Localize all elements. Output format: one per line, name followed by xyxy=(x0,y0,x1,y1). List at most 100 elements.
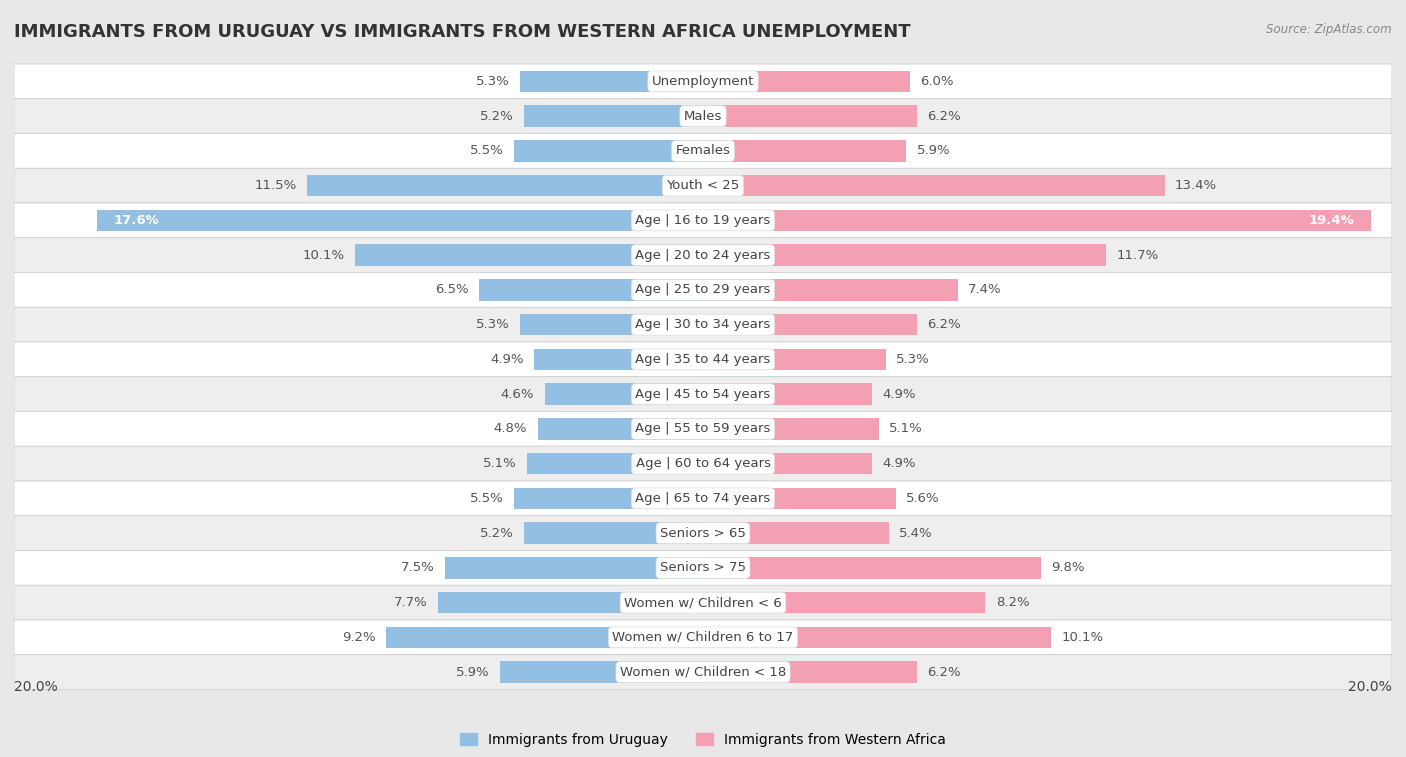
Text: 5.1%: 5.1% xyxy=(484,457,517,470)
FancyBboxPatch shape xyxy=(14,64,1392,98)
Bar xyxy=(356,245,703,266)
Text: 6.2%: 6.2% xyxy=(927,110,960,123)
FancyBboxPatch shape xyxy=(14,550,1392,585)
FancyBboxPatch shape xyxy=(14,307,1392,342)
Text: 8.2%: 8.2% xyxy=(995,596,1029,609)
Text: Youth < 25: Youth < 25 xyxy=(666,179,740,192)
Bar xyxy=(527,453,703,475)
Text: 4.9%: 4.9% xyxy=(882,457,915,470)
FancyBboxPatch shape xyxy=(14,447,1392,481)
Bar xyxy=(703,105,917,127)
Text: 17.6%: 17.6% xyxy=(114,214,160,227)
Bar xyxy=(534,349,703,370)
Text: 20.0%: 20.0% xyxy=(14,680,58,694)
FancyBboxPatch shape xyxy=(14,620,1392,655)
Text: 4.9%: 4.9% xyxy=(882,388,915,400)
Text: 20.0%: 20.0% xyxy=(1348,680,1392,694)
Text: 4.9%: 4.9% xyxy=(491,353,524,366)
Text: 5.2%: 5.2% xyxy=(479,527,513,540)
Bar xyxy=(703,592,986,613)
Text: 6.5%: 6.5% xyxy=(434,283,468,297)
Bar xyxy=(307,175,703,196)
Text: Age | 16 to 19 years: Age | 16 to 19 years xyxy=(636,214,770,227)
FancyBboxPatch shape xyxy=(14,273,1392,307)
Bar xyxy=(520,70,703,92)
Text: 5.3%: 5.3% xyxy=(477,75,510,88)
Bar xyxy=(703,662,917,683)
Bar xyxy=(437,592,703,613)
Bar xyxy=(537,418,703,440)
Bar xyxy=(703,557,1040,578)
Text: 4.6%: 4.6% xyxy=(501,388,534,400)
Text: Age | 20 to 24 years: Age | 20 to 24 years xyxy=(636,248,770,262)
Text: Age | 65 to 74 years: Age | 65 to 74 years xyxy=(636,492,770,505)
Bar xyxy=(703,140,907,162)
Text: 6.2%: 6.2% xyxy=(927,665,960,678)
Bar xyxy=(524,522,703,544)
Bar xyxy=(703,488,896,509)
FancyBboxPatch shape xyxy=(14,342,1392,377)
Text: 5.1%: 5.1% xyxy=(889,422,922,435)
Text: 11.5%: 11.5% xyxy=(254,179,297,192)
FancyBboxPatch shape xyxy=(14,168,1392,203)
Text: 5.4%: 5.4% xyxy=(900,527,934,540)
Text: 6.0%: 6.0% xyxy=(920,75,953,88)
Text: Females: Females xyxy=(675,145,731,157)
Text: Age | 35 to 44 years: Age | 35 to 44 years xyxy=(636,353,770,366)
Text: 7.5%: 7.5% xyxy=(401,562,434,575)
Text: 10.1%: 10.1% xyxy=(302,248,344,262)
Bar xyxy=(97,210,703,231)
FancyBboxPatch shape xyxy=(14,133,1392,168)
Text: 5.5%: 5.5% xyxy=(470,145,503,157)
Bar xyxy=(479,279,703,301)
FancyBboxPatch shape xyxy=(14,238,1392,273)
Text: Women w/ Children < 18: Women w/ Children < 18 xyxy=(620,665,786,678)
Text: 10.1%: 10.1% xyxy=(1062,631,1104,644)
Text: Women w/ Children < 6: Women w/ Children < 6 xyxy=(624,596,782,609)
FancyBboxPatch shape xyxy=(14,98,1392,133)
FancyBboxPatch shape xyxy=(14,481,1392,516)
Text: Males: Males xyxy=(683,110,723,123)
Text: 9.2%: 9.2% xyxy=(342,631,375,644)
Text: Seniors > 65: Seniors > 65 xyxy=(659,527,747,540)
Text: Age | 45 to 54 years: Age | 45 to 54 years xyxy=(636,388,770,400)
Bar xyxy=(444,557,703,578)
Text: Seniors > 75: Seniors > 75 xyxy=(659,562,747,575)
Bar xyxy=(513,488,703,509)
Text: 5.2%: 5.2% xyxy=(479,110,513,123)
Bar xyxy=(703,70,910,92)
Text: 13.4%: 13.4% xyxy=(1175,179,1218,192)
Text: 4.8%: 4.8% xyxy=(494,422,527,435)
Bar xyxy=(703,314,917,335)
Text: Age | 25 to 29 years: Age | 25 to 29 years xyxy=(636,283,770,297)
FancyBboxPatch shape xyxy=(14,655,1392,690)
FancyBboxPatch shape xyxy=(14,585,1392,620)
Text: 19.4%: 19.4% xyxy=(1309,214,1354,227)
Bar xyxy=(703,418,879,440)
Bar xyxy=(703,627,1050,648)
Bar xyxy=(524,105,703,127)
Text: 5.6%: 5.6% xyxy=(907,492,939,505)
Text: 5.9%: 5.9% xyxy=(456,665,489,678)
FancyBboxPatch shape xyxy=(14,203,1392,238)
Bar xyxy=(703,453,872,475)
Bar xyxy=(520,314,703,335)
FancyBboxPatch shape xyxy=(14,516,1392,550)
Legend: Immigrants from Uruguay, Immigrants from Western Africa: Immigrants from Uruguay, Immigrants from… xyxy=(460,733,946,746)
Bar xyxy=(703,349,886,370)
Bar xyxy=(703,383,872,405)
Text: Age | 60 to 64 years: Age | 60 to 64 years xyxy=(636,457,770,470)
Text: Age | 55 to 59 years: Age | 55 to 59 years xyxy=(636,422,770,435)
Text: 5.9%: 5.9% xyxy=(917,145,950,157)
Text: 7.7%: 7.7% xyxy=(394,596,427,609)
Text: IMMIGRANTS FROM URUGUAY VS IMMIGRANTS FROM WESTERN AFRICA UNEMPLOYMENT: IMMIGRANTS FROM URUGUAY VS IMMIGRANTS FR… xyxy=(14,23,911,41)
Text: 11.7%: 11.7% xyxy=(1116,248,1159,262)
Bar xyxy=(703,245,1107,266)
Bar xyxy=(703,522,889,544)
Text: 7.4%: 7.4% xyxy=(969,283,1002,297)
Bar xyxy=(499,662,703,683)
Bar xyxy=(703,210,1371,231)
FancyBboxPatch shape xyxy=(14,412,1392,447)
Text: 5.3%: 5.3% xyxy=(896,353,929,366)
FancyBboxPatch shape xyxy=(14,377,1392,412)
